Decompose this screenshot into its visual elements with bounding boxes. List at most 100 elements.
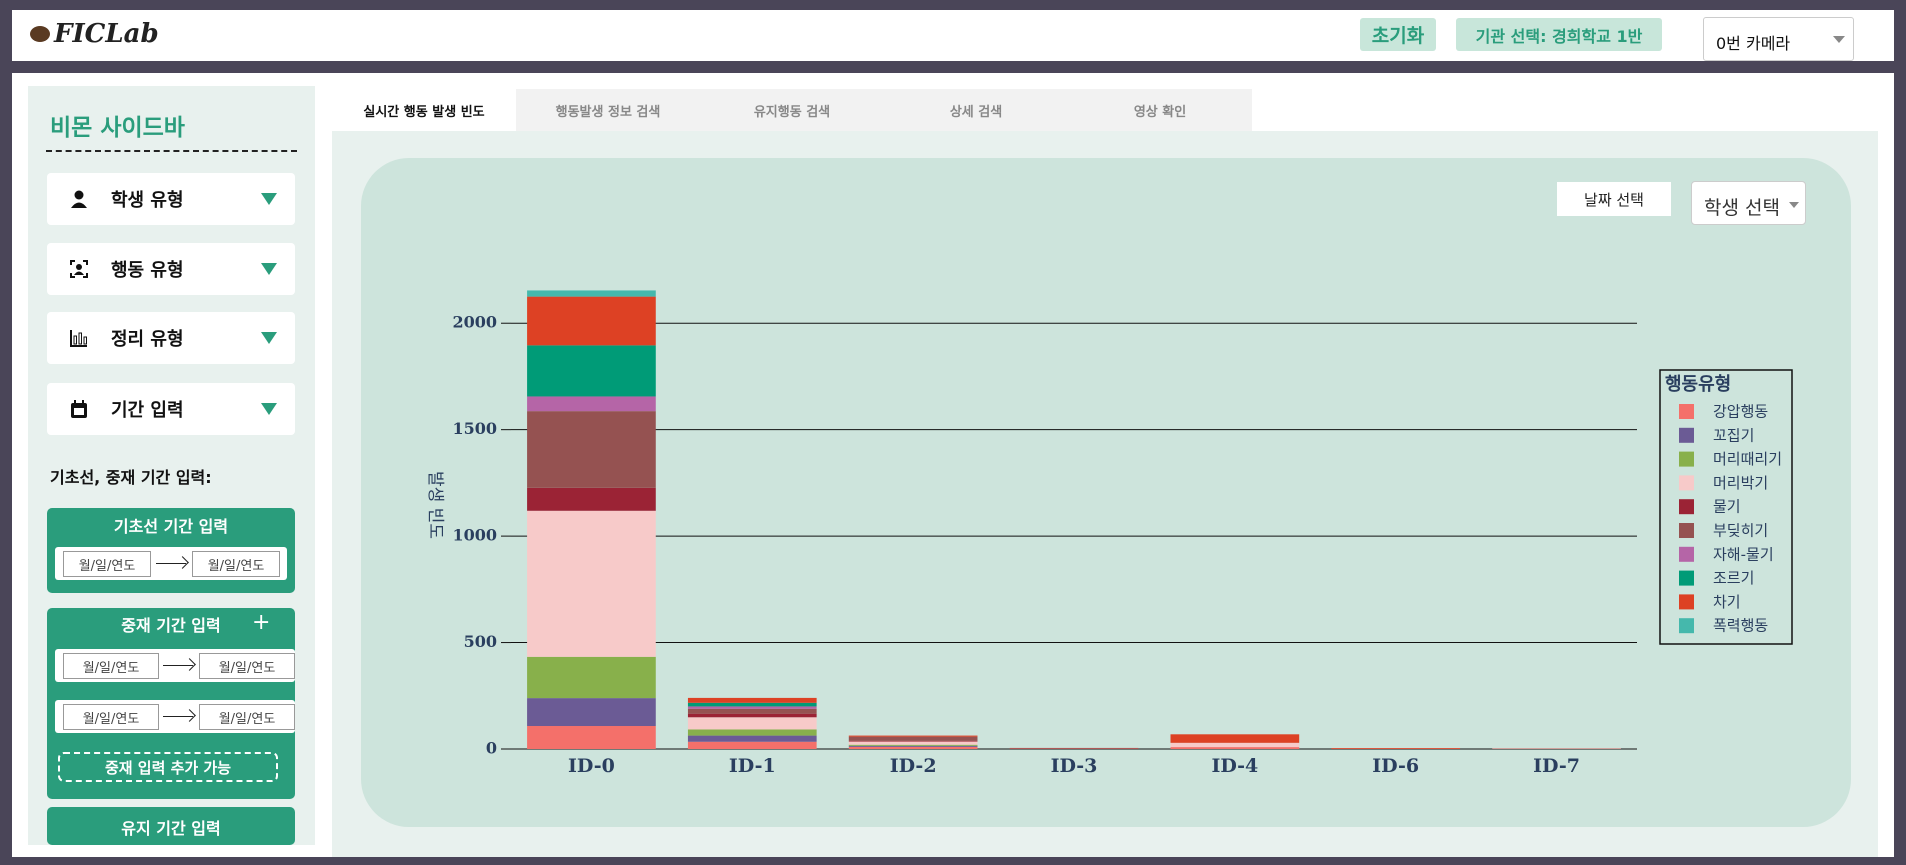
bar-segment [527,290,656,297]
legend-label: 조르기 [1713,569,1754,587]
bar-segment [687,713,817,718]
bar-segment [527,411,656,488]
logo-icon [30,26,50,42]
filter-label: 정리 유형 [111,329,184,350]
reset-button[interactable]: 초기화 [1360,18,1436,51]
x-tick-label: ID-2 [890,755,937,777]
caret [1789,202,1799,208]
arrow [163,716,193,717]
bar-segment [687,717,817,730]
maintenance-title: 유지 기간 입력 [121,819,221,838]
date-input[interactable]: 월/일/연도 [63,653,159,679]
bar-segment [848,746,978,749]
date-input[interactable]: 월/일/연도 [199,704,295,730]
bar-segment [848,745,978,747]
date-input[interactable]: 월/일/연도 [192,551,280,577]
y-tick-label: 1500 [452,419,497,438]
logo[interactable]: FICLab [30,18,159,50]
bar-segment [848,740,978,742]
filter-label: 학생 유형 [111,190,184,211]
filter-label: 행동 유형 [111,260,184,281]
date-input[interactable]: 월/일/연도 [63,551,151,577]
bar-segment [687,702,817,707]
x-tick-label: ID-1 [729,755,776,777]
bar-segment [1170,747,1300,749]
student-select-text: 학생 선택 [1704,197,1780,219]
y-axis-label: 발생 빈도 [425,471,445,539]
bar-segment [687,697,817,703]
baseline-box: 기초선 기간 입력 월/일/연도 월/일/연도 [47,508,295,593]
caret [1833,36,1845,43]
x-tick-label: ID-3 [1051,755,1098,777]
date-input[interactable]: 월/일/연도 [63,704,159,730]
legend-swatch [1679,427,1694,443]
camera-select[interactable]: 0번 카메라 [1703,17,1854,61]
maintenance-box: 유지 기간 입력 [47,807,295,845]
icon [71,190,87,208]
bar-segment [687,741,817,749]
filter-label: 기간 입력 [111,400,184,421]
student-select[interactable]: 학생 선택 [1691,181,1806,225]
dropdown-arrow [261,332,277,344]
legend-swatch [1679,523,1694,538]
intervention-title: 중재 기간 입력 [121,616,221,635]
icon [71,400,87,418]
legend-swatch [1679,570,1694,586]
legend-swatch [1679,499,1694,515]
legend-label: 부딪히기 [1713,522,1768,540]
date-row: 월/일/연도 월/일/연도 [55,649,295,682]
dropdown-arrow [261,403,277,415]
legend-swatch [1679,546,1694,562]
x-tick-label: ID-0 [568,755,615,777]
date-button[interactable]: 날짜 선택 [1557,182,1671,216]
bar-segment [1170,734,1300,743]
bar-segment [527,345,656,397]
legend-title: 행동유형 [1665,374,1731,395]
legend-swatch [1679,475,1694,491]
bar-segment [687,706,817,709]
bar-segment [1331,748,1461,749]
y-tick-label: 2000 [452,313,497,332]
y-tick-label: 500 [464,632,497,651]
date-input[interactable]: 월/일/연도 [199,653,295,679]
tab[interactable]: 영상 확인 [1068,89,1252,131]
bar-segment [527,698,656,727]
bar-segment [848,736,978,741]
arrow [156,563,186,564]
icon [70,330,87,347]
y-tick-label: 1000 [452,526,497,545]
bar-segment [687,708,817,714]
filter[interactable]: 학생 유형 [47,173,295,225]
divider [46,150,297,152]
period-heading: 기초선, 중재 기간 입력: [50,468,212,487]
filter[interactable]: 기간 입력 [47,383,295,435]
add-hint[interactable]: 중재 입력 추가 가능 [58,752,278,782]
sidebar-title: 비몬 사이드바 [50,115,185,141]
add-icon[interactable]: + [252,610,271,635]
filter[interactable]: 행동 유형 [47,243,295,295]
bar-segment [527,296,656,346]
legend-label: 자해-물기 [1713,545,1774,563]
camera-select-text: 0번 카메라 [1716,34,1791,53]
tab[interactable]: 실시간 행동 발생 빈도 [332,89,516,131]
x-tick-label: ID-4 [1211,755,1258,777]
filter[interactable]: 정리 유형 [47,312,295,364]
tab[interactable]: 유지행동 검색 [700,89,884,131]
org-select[interactable]: 기관 선택: 경희학교 1반 [1456,18,1662,51]
bar-segment [1170,742,1300,748]
bar-segment [527,656,656,699]
legend-label: 머리때리기 [1713,450,1782,468]
legend-label: 강압행동 [1713,403,1768,421]
bar-segment [1009,747,1139,749]
dropdown-arrow [261,193,277,205]
logo-text: FICLab [54,19,159,49]
bar-segment [527,396,656,412]
legend-label: 폭력행동 [1713,617,1768,635]
tab[interactable]: 행동발생 정보 검색 [516,89,700,131]
tab[interactable]: 상세 검색 [884,89,1068,131]
bar-segment [687,735,817,742]
date-row: 월/일/연도 월/일/연도 [55,700,295,733]
legend-swatch [1679,451,1694,467]
